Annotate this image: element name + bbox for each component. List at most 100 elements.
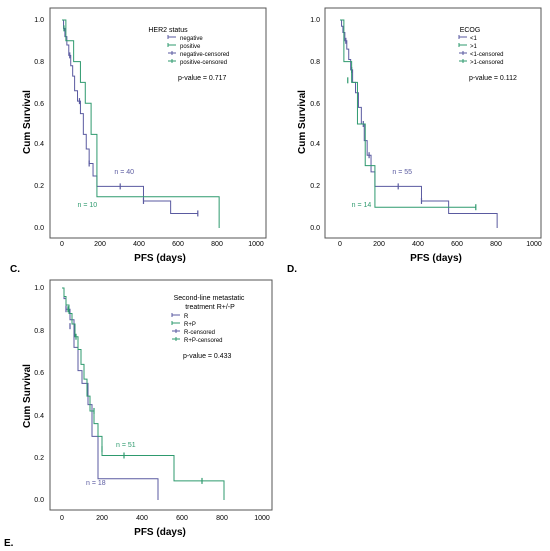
panel-e-xtick: 200: [96, 515, 108, 522]
panel-c-xtick: 800: [211, 241, 223, 248]
panel-e-xtick: 600: [176, 515, 188, 522]
panel-e-legend-item: R+P: [184, 322, 196, 328]
panel-c-n-label: n = 10: [78, 202, 98, 209]
panel-d-curve-a: [340, 19, 498, 228]
panel-c-x-tick-labels: 0 200 400 600 800 1000: [60, 241, 264, 248]
panel-d-curve-b: [340, 19, 476, 208]
panel-e-xtick: 0: [60, 515, 64, 522]
panel-d-legend-title: ECOG: [460, 27, 481, 34]
panel-e-y-tick-labels: 1.0 0.8 0.6 0.4 0.2 0.0: [34, 285, 44, 504]
panel-d-ytick: 0.6: [310, 101, 320, 108]
panel-d-legend-swatch: [458, 35, 467, 39]
panel-c-ytick: 0.0: [34, 225, 44, 232]
panel-e: Cum Survival PFS (days) E. 1.0 0.8 0.6 0…: [4, 279, 273, 549]
panel-c-letter: C.: [10, 264, 20, 275]
panel-c-xlabel: PFS (days): [134, 253, 186, 264]
panel-c-legend-item: negative: [180, 36, 203, 42]
panel-d-xtick: 600: [451, 241, 463, 248]
panel-c-n-label: n = 40: [114, 169, 134, 176]
panel-c-xtick: 1000: [248, 241, 264, 248]
panel-d-n-label: n = 14: [352, 202, 372, 209]
panel-d-legend-swatch: [459, 51, 467, 55]
panel-d-xtick: 800: [490, 241, 502, 248]
panel-e-x-tick-labels: 0 200 400 600 800 1000: [60, 515, 270, 522]
panel-c-plot-frame: [49, 7, 267, 239]
panel-c-legend-swatch: [167, 35, 176, 39]
panel-e-ytick: 0.4: [34, 413, 44, 420]
panel-c-xtick: 200: [94, 241, 106, 248]
panel-d-ylabel: Cum Survival: [297, 90, 308, 154]
panel-d-xlabel: PFS (days): [410, 253, 462, 264]
panel-d-legend-item: >1-censored: [470, 60, 504, 66]
panel-e-legend-swatch: [172, 329, 180, 333]
panel-d-ytick: 0.8: [310, 59, 320, 66]
panel-c-ytick: 0.4: [34, 141, 44, 148]
panel-d-ytick: 0.2: [310, 183, 320, 190]
panel-c-legend-item: positive: [180, 44, 201, 50]
panel-c: Cum Survival PFS (days) C. 1.0 0.8 0.6 0…: [10, 7, 267, 275]
panel-d-n-label: n = 55: [392, 169, 412, 176]
panel-d-legend-item: >1: [470, 44, 478, 50]
panel-e-legend-title-line: treatment R+/-P: [185, 304, 235, 311]
panel-c-ytick: 0.6: [34, 101, 44, 108]
panel-d-letter: D.: [287, 264, 297, 275]
panel-e-legend-title: Second-line metastatic treatment R+/-P: [174, 295, 247, 311]
panel-e-ylabel: Cum Survival: [22, 364, 33, 428]
panel-e-ytick: 1.0: [34, 285, 44, 292]
panel-c-legend-swatch: [168, 51, 176, 55]
panel-c-xtick: 0: [60, 241, 64, 248]
panel-c-legend-item: negative-censored: [180, 52, 229, 58]
panel-d: Cum Survival PFS (days) D. 1.0 0.8 0.6 0…: [287, 7, 542, 275]
panel-c-pvalue: p-value = 0.717: [178, 75, 227, 82]
panel-e-legend-item: R: [184, 314, 189, 320]
panel-e-legend-title-line: Second-line metastatic: [174, 295, 245, 302]
km-curves-layer: n = 40 n = 10 n = 55 n = 14 n = 18 n = 51: [62, 19, 498, 500]
panel-e-ytick: 0.2: [34, 455, 44, 462]
panel-c-legend-title: HER2 status: [148, 27, 188, 34]
panel-e-legend-swatch: [171, 321, 180, 325]
panel-c-y-tick-labels: 1.0 0.8 0.6 0.4 0.2 0.0: [34, 17, 44, 232]
panel-d-xtick: 400: [412, 241, 424, 248]
panel-c-legend-swatch: [167, 43, 176, 47]
panel-c-legend-swatch: [168, 59, 176, 63]
panel-c-ylabel: Cum Survival: [22, 90, 33, 154]
panel-c-ytick: 0.8: [34, 59, 44, 66]
panel-e-n-label: n = 18: [86, 480, 106, 487]
panel-e-pvalue: p-value = 0.433: [183, 353, 232, 360]
panel-e-ytick: 0.6: [34, 370, 44, 377]
panel-e-ytick: 0.0: [34, 497, 44, 504]
panel-e-legend-swatch: [172, 337, 180, 341]
panel-d-legend: ECOG <1 >1 <1-censored >1-censored: [458, 27, 504, 66]
panel-c-xtick: 600: [172, 241, 184, 248]
panel-e-legend: Second-line metastatic treatment R+/-P R…: [171, 295, 247, 344]
panel-e-letter: E.: [4, 538, 14, 549]
panel-d-legend-item: <1-censored: [470, 52, 504, 58]
panel-e-n-label: n = 51: [116, 442, 136, 449]
panel-e-legend-swatch: [171, 313, 180, 317]
panel-d-xtick: 200: [373, 241, 385, 248]
panel-d-ytick: 0.0: [310, 225, 320, 232]
panel-d-legend-swatch: [458, 43, 467, 47]
panel-d-x-tick-labels: 0 200 400 600 800 1000: [338, 241, 542, 248]
panel-d-pvalue: p-value = 0.112: [469, 75, 517, 82]
panel-c-ytick: 0.2: [34, 183, 44, 190]
panel-d-legend-swatch: [459, 59, 467, 63]
panel-e-ytick: 0.8: [34, 328, 44, 335]
panel-d-ytick: 0.4: [310, 141, 320, 148]
panel-d-ytick: 1.0: [310, 17, 320, 24]
panel-d-legend-item: <1: [470, 36, 478, 42]
panel-d-xtick: 0: [338, 241, 342, 248]
panel-e-xtick: 1000: [254, 515, 270, 522]
panel-c-curve-b: [62, 19, 220, 228]
panel-e-plot-frame: [49, 279, 273, 511]
panel-e-xtick: 800: [216, 515, 228, 522]
panel-c-xtick: 400: [133, 241, 145, 248]
panel-e-xtick: 400: [136, 515, 148, 522]
panel-c-ytick: 1.0: [34, 17, 44, 24]
panel-d-y-tick-labels: 1.0 0.8 0.6 0.4 0.2 0.0: [310, 17, 320, 232]
panel-e-curve-b: [62, 287, 225, 500]
panel-d-xtick: 1000: [526, 241, 542, 248]
panel-c-legend: HER2 status negative positive negative-c…: [148, 27, 229, 66]
panel-e-legend-item: R-censored: [184, 330, 215, 336]
